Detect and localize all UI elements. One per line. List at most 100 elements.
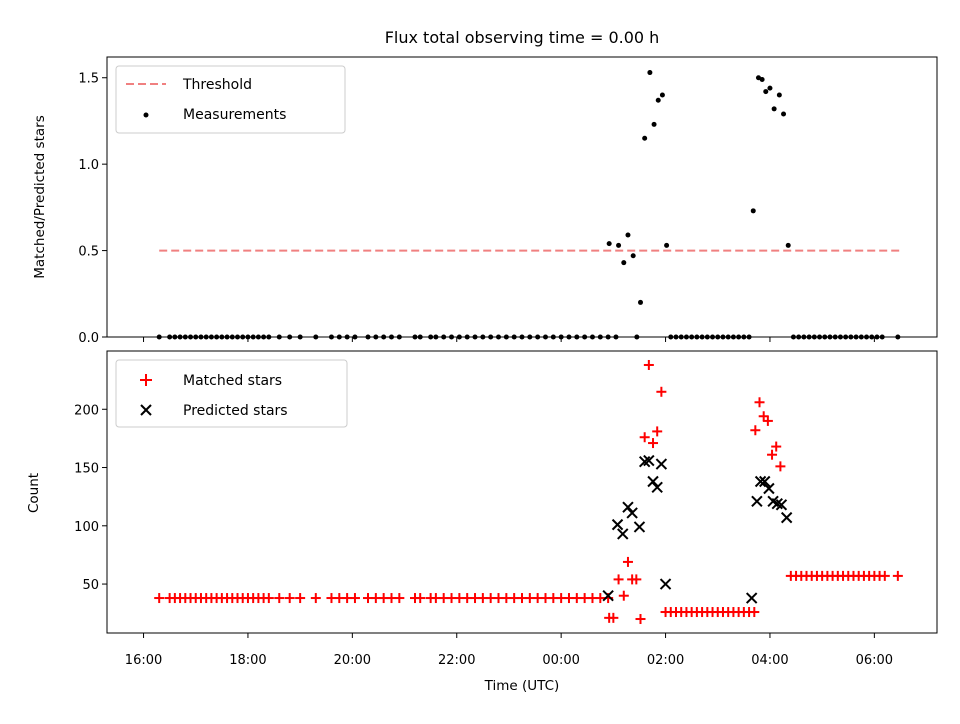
bottom-legend-box — [115, 359, 348, 428]
top-y-label: Matched/Predicted stars — [32, 115, 48, 278]
predicted-star-point — [745, 592, 758, 604]
predicted-marker-b — [763, 482, 775, 495]
matched-star-point — [284, 593, 295, 604]
measurement-point — [785, 242, 791, 248]
top-axes-frame — [106, 56, 938, 338]
legend-predicted-swatch — [140, 404, 152, 416]
bottom-y-tick-label: 100 — [74, 520, 99, 535]
x-tick-label: 02:00 — [647, 653, 684, 668]
bottom-y-axis: 50 100 150 200 — [74, 403, 107, 593]
matched-star-point — [613, 574, 624, 585]
matched-star-point — [310, 593, 321, 604]
predicted-marker-b — [651, 481, 663, 494]
predicted-marker-b — [626, 507, 638, 519]
measurement-point — [625, 232, 631, 238]
matched-star-point — [892, 570, 903, 581]
predicted-marker-b — [633, 521, 646, 533]
predicted-marker-b — [751, 495, 763, 508]
matched-star-point — [349, 593, 360, 604]
measurement-point — [642, 135, 648, 141]
predicted-marker-b — [617, 528, 629, 540]
predicted-star-point — [617, 528, 629, 540]
predicted-marker-b — [611, 518, 624, 531]
predicted-marker-b — [655, 458, 668, 470]
bottom-panel: 50 100 150 200 16:00 18:00 20:00 22:00 00:00 02:… — [26, 350, 938, 694]
predicted-star-point — [647, 475, 659, 488]
matched-star-point — [648, 438, 659, 449]
matched-star-point — [622, 556, 633, 567]
matched-star-point — [608, 612, 619, 623]
predicted-star-point — [751, 495, 763, 508]
top-legend: Threshold Measurements — [115, 65, 346, 134]
matched-star-point — [274, 593, 285, 604]
measurement-point — [637, 299, 643, 305]
matched-star-point — [154, 593, 165, 604]
matched-star-point — [656, 386, 667, 397]
top-legend-box — [115, 65, 346, 134]
predicted-marker-b — [659, 578, 672, 590]
bottom-y-label: Count — [26, 473, 42, 513]
predicted-marker-b — [622, 501, 634, 513]
matched-star-point — [618, 590, 629, 601]
bottom-plot-area — [154, 359, 903, 625]
measurement-point — [664, 242, 670, 248]
x-tick-label: 18:00 — [229, 653, 266, 668]
top-y-axis: 0.0 0.5 1.0 1.5 — [78, 72, 107, 346]
matched-star-point — [762, 415, 773, 426]
predicted-star-point — [626, 507, 638, 519]
predicted-star-point — [655, 458, 668, 470]
predicted-marker-b — [767, 495, 779, 508]
top-y-tick-label: 0.5 — [78, 245, 99, 260]
predicted-star-point — [611, 518, 624, 531]
legend-matched-swatch — [140, 374, 152, 386]
x-tick-label: 16:00 — [125, 653, 162, 668]
predicted-marker-b — [602, 590, 614, 602]
matched-star-point — [394, 593, 405, 604]
top-y-tick-label: 1.5 — [78, 72, 99, 87]
top-y-tick-label: 0.0 — [78, 331, 99, 346]
matched-star-point — [749, 607, 760, 618]
measurement-point — [655, 97, 661, 103]
predicted-star-point — [602, 590, 614, 602]
predicted-star-point — [775, 499, 788, 511]
predicted-marker-b — [647, 475, 659, 488]
bottom-y-tick-label: 200 — [74, 403, 99, 418]
matched-star-point — [754, 397, 765, 408]
legend-predicted-label: Predicted stars — [183, 403, 288, 419]
measurement-point — [767, 85, 773, 91]
matched-star-point — [415, 593, 426, 604]
matched-star-point — [652, 426, 663, 437]
x-axis-label: Time (UTC) — [484, 678, 560, 694]
predicted-star-point — [622, 501, 634, 513]
x-tick-label: 00:00 — [542, 653, 579, 668]
top-y-tick-label: 1.0 — [78, 158, 99, 173]
measurement-point — [621, 260, 627, 266]
measurement-point — [776, 92, 782, 98]
measurement-point — [659, 92, 665, 98]
matched-star-point — [879, 570, 890, 581]
bottom-x-axis: 16:00 18:00 20:00 22:00 00:00 02:00 04:00 06:00 — [125, 633, 893, 668]
predicted-star-point — [763, 482, 775, 495]
measurement-point — [606, 241, 612, 247]
matched-star-point — [750, 425, 761, 436]
measurement-point — [616, 242, 622, 248]
predicted-star-point — [651, 481, 663, 494]
measurement-point — [651, 121, 657, 127]
bottom-y-tick-label: 150 — [74, 462, 99, 477]
predicted-marker-b — [643, 454, 655, 467]
legend-matched-label: Matched stars — [183, 373, 282, 389]
predicted-marker-b — [775, 499, 788, 511]
predicted-star-point — [759, 475, 771, 488]
matched-star-point — [635, 614, 646, 625]
predicted-star-point — [633, 521, 646, 533]
matched-star-point — [639, 432, 650, 443]
measurement-point — [647, 70, 653, 76]
matched-star-point — [263, 593, 274, 604]
legend-measurements-label: Measurements — [183, 107, 286, 123]
predicted-star-point — [659, 578, 672, 590]
top-panel: Flux total observing time = 0.00 h 0.00.… — [32, 28, 938, 346]
x-tick-label: 06:00 — [856, 653, 893, 668]
x-tick-label: 22:00 — [438, 653, 475, 668]
predicted-marker-b — [771, 497, 783, 510]
